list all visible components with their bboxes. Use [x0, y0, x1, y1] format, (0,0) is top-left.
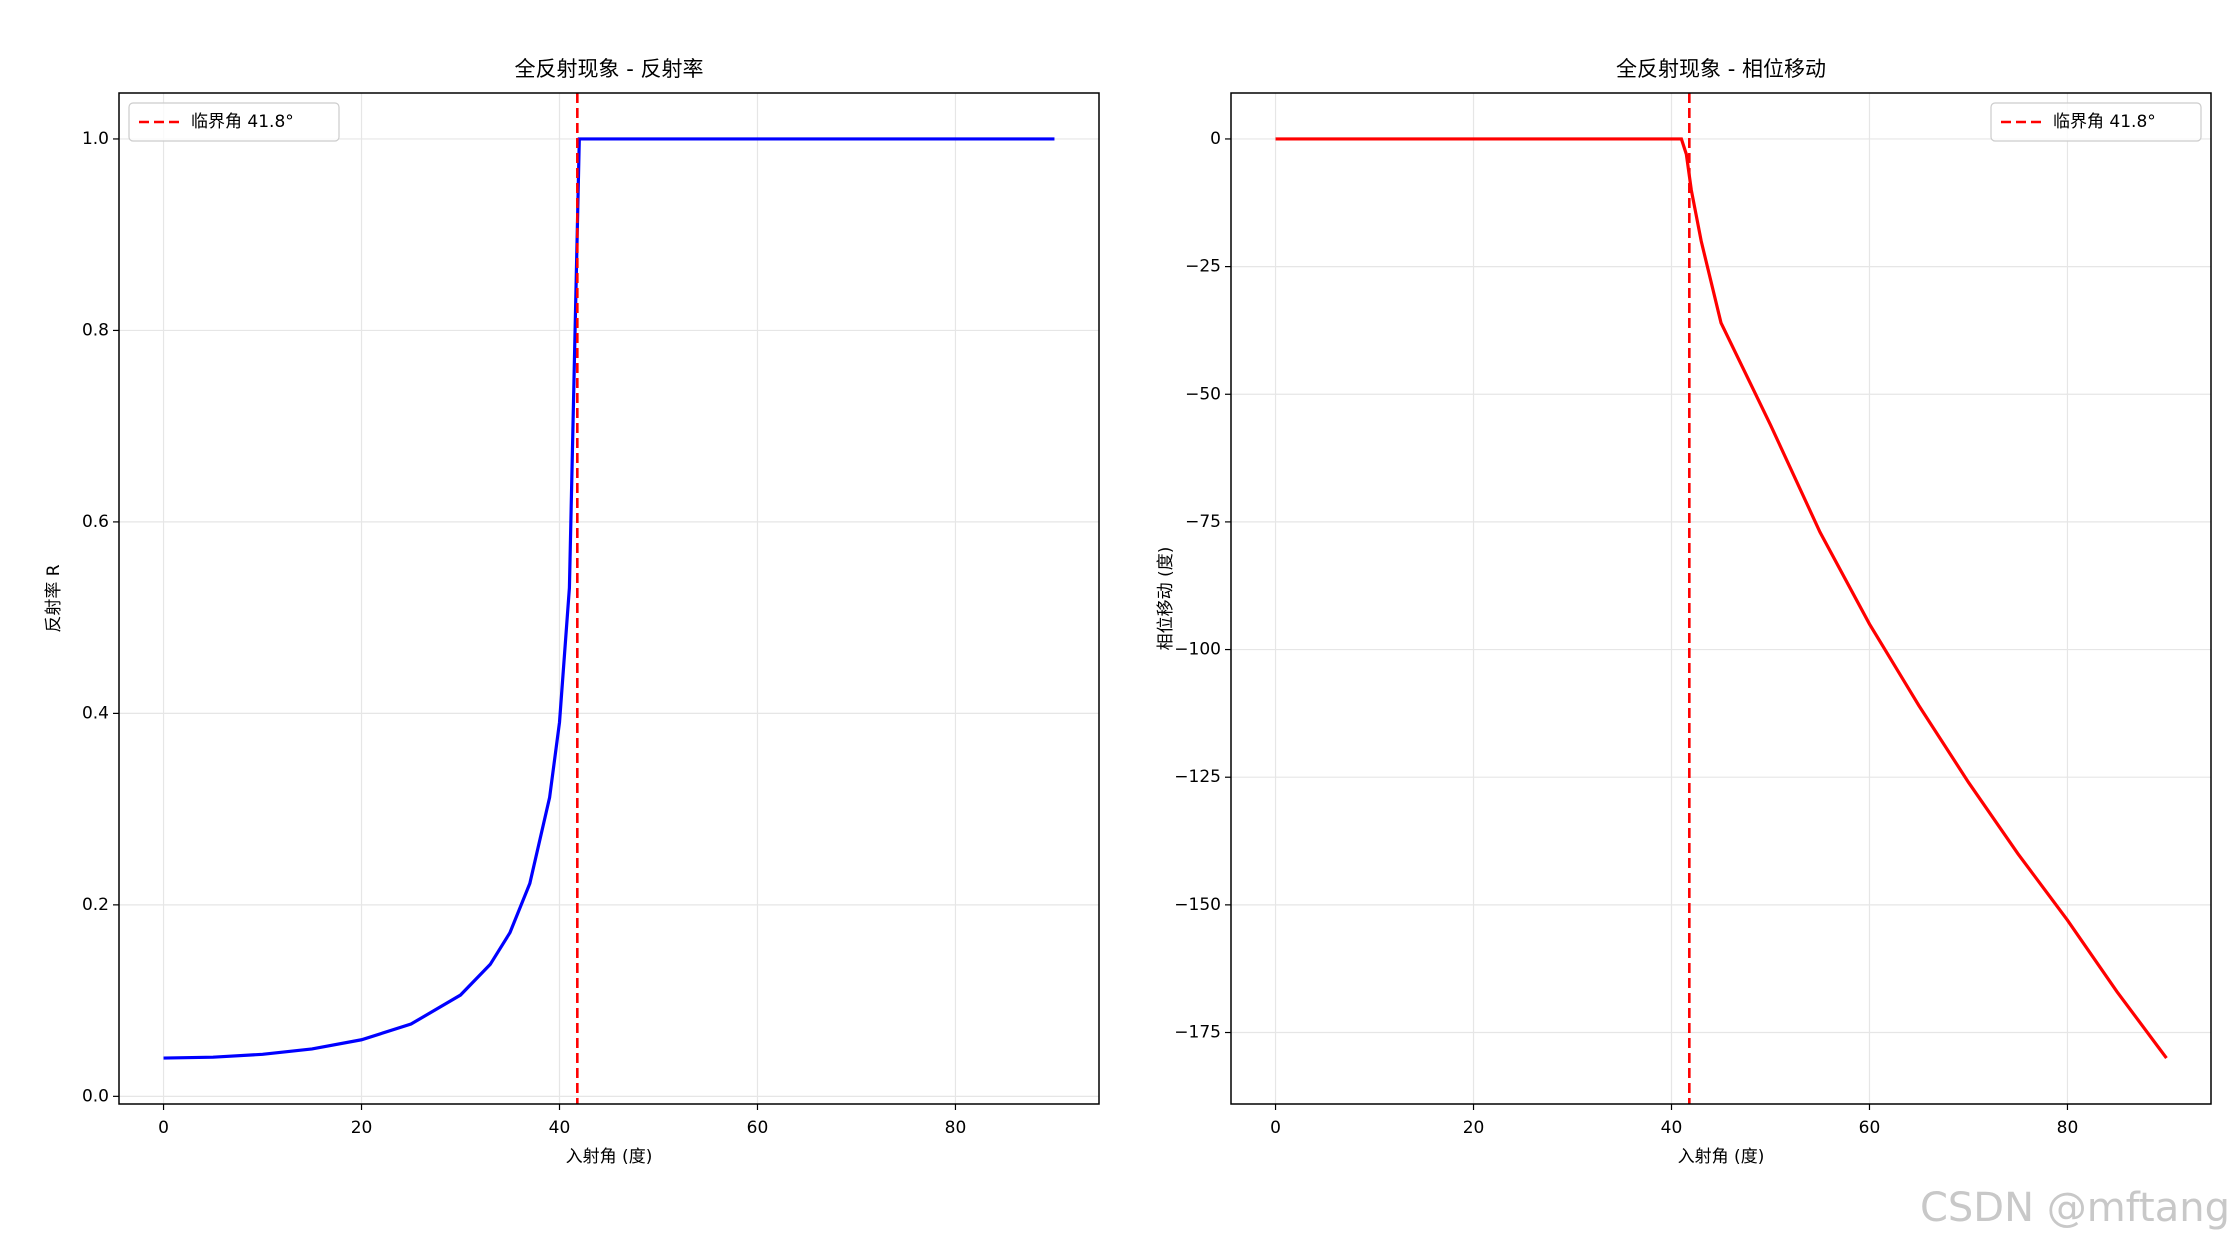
x-tick-label: 40	[1661, 1118, 1683, 1138]
data-line	[1275, 137, 2168, 1060]
axes-frame	[118, 92, 1100, 1105]
y-tick-label: 1.0	[82, 129, 109, 149]
legend-label: 临界角 41.8°	[191, 112, 294, 132]
x-tick-label: 0	[1270, 1118, 1281, 1138]
y-tick-label: 0.2	[82, 895, 109, 915]
x-tick-label: 40	[549, 1118, 571, 1138]
x-tick-label: 80	[2057, 1118, 2079, 1138]
y-tick-label: −175	[1174, 1023, 1221, 1043]
data-line	[163, 137, 1055, 1060]
y-tick-label: −75	[1185, 512, 1221, 532]
y-axis-label: 相位移动 (度)	[1156, 547, 1176, 651]
y-tick-label: −100	[1174, 640, 1221, 660]
chart-title: 全反射现象 - 相位移动	[1616, 57, 1826, 81]
y-tick-label: −125	[1174, 767, 1221, 787]
x-tick-label: 0	[158, 1118, 169, 1138]
x-tick-label: 60	[747, 1118, 769, 1138]
y-tick-label: −150	[1174, 895, 1221, 915]
legend-box	[128, 102, 340, 142]
x-tick-label: 20	[1463, 1118, 1485, 1138]
y-tick-label: 0.4	[82, 703, 109, 723]
x-tick-label: 80	[945, 1118, 967, 1138]
x-axis-label: 入射角 (度)	[1678, 1147, 1765, 1167]
x-tick-label: 60	[1859, 1118, 1881, 1138]
x-axis-label: 入射角 (度)	[566, 1147, 653, 1167]
y-tick-label: −25	[1185, 257, 1221, 277]
legend-box	[1990, 102, 2202, 142]
legend-label: 临界角 41.8°	[2053, 112, 2156, 132]
y-axis-label: 反射率 R	[44, 564, 64, 632]
y-tick-label: −50	[1185, 384, 1221, 404]
axes-frame	[1230, 92, 2212, 1105]
chart-title: 全反射现象 - 反射率	[515, 57, 704, 81]
x-tick-label: 20	[351, 1118, 373, 1138]
y-tick-label: 0.0	[82, 1086, 109, 1106]
watermark: CSDN @mftang	[1920, 1185, 2230, 1231]
y-tick-label: 0	[1210, 129, 1221, 149]
y-tick-label: 0.6	[82, 512, 109, 532]
y-tick-label: 0.8	[82, 320, 109, 340]
